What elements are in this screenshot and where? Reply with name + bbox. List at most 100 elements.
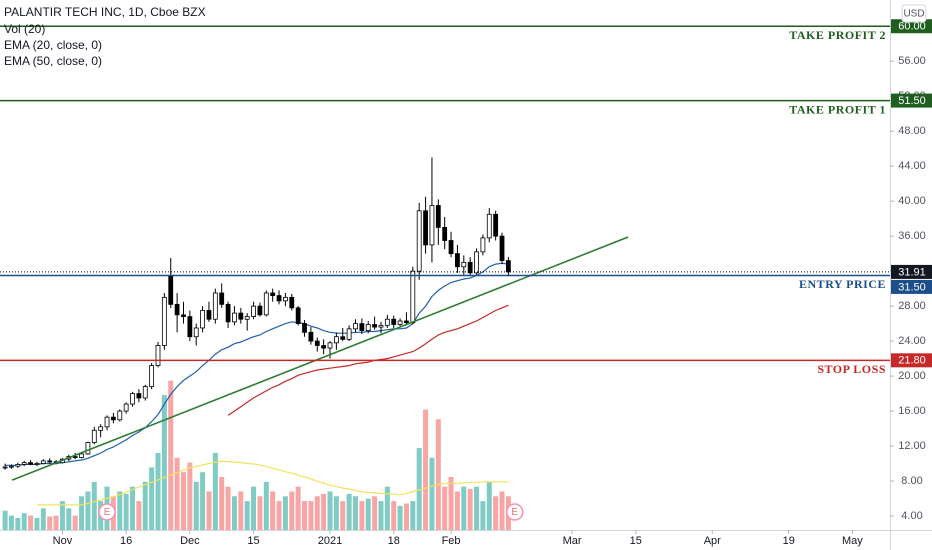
volume-bar xyxy=(34,517,40,530)
last-price-box xyxy=(891,264,932,279)
level-label: TAKE PROFIT 2 xyxy=(789,28,886,42)
candle-body xyxy=(493,213,499,237)
volume-bar xyxy=(66,508,72,530)
x-tick-label: 19 xyxy=(783,535,795,547)
level-label: ENTRY PRICE xyxy=(799,277,886,291)
candle-body xyxy=(149,365,155,387)
candle-body xyxy=(270,292,276,297)
candle-body xyxy=(448,240,454,255)
earnings-marker[interactable] xyxy=(506,503,524,521)
currency-button[interactable] xyxy=(901,4,927,23)
volume-bar xyxy=(72,515,78,530)
candle-body xyxy=(98,426,104,431)
volume-bar xyxy=(352,496,358,530)
volume-bar xyxy=(59,501,65,530)
volume-bar xyxy=(257,496,263,530)
level-price-box xyxy=(891,93,932,108)
candle-body xyxy=(486,213,492,239)
candle-body xyxy=(359,323,365,331)
volume-bar xyxy=(117,491,123,530)
volume-bar xyxy=(321,493,327,530)
candle-body xyxy=(244,316,250,320)
candle-body xyxy=(181,314,186,318)
volume-bar xyxy=(161,395,167,530)
indicator-line xyxy=(37,460,509,506)
volume-bar xyxy=(251,486,257,530)
volume-bar xyxy=(142,481,148,530)
candle-body xyxy=(85,442,91,455)
candle-body xyxy=(2,466,8,469)
volume-bar xyxy=(467,489,473,530)
x-tick-label: Dec xyxy=(180,535,200,547)
candle-body xyxy=(257,305,263,316)
candle-body xyxy=(232,312,237,323)
candle-body xyxy=(276,295,282,302)
volume-bar xyxy=(21,513,27,530)
volume-bar xyxy=(8,515,14,530)
level-price-box-label: 31.50 xyxy=(898,281,926,293)
volume-bar xyxy=(244,501,250,530)
y-tick-label: 12.00 xyxy=(898,440,926,452)
y-tick-label: 44.00 xyxy=(898,160,926,172)
candle-body xyxy=(378,324,384,328)
volume-bar xyxy=(155,452,161,530)
x-tick-label: Nov xyxy=(53,535,73,547)
volume-bar xyxy=(193,481,199,530)
y-tick-label: 8.00 xyxy=(901,475,922,487)
candle-body xyxy=(480,237,486,253)
level-label: STOP LOSS xyxy=(817,362,886,376)
volume-bar xyxy=(219,477,225,530)
candle-body xyxy=(346,328,352,340)
volume-bar xyxy=(263,481,269,530)
legend-entry: EMA (20, close, 0) xyxy=(4,38,102,52)
volume-bar xyxy=(480,501,486,530)
level-price-box xyxy=(891,353,932,368)
candle-body xyxy=(72,456,78,458)
volume-bar xyxy=(314,496,320,530)
candle-body xyxy=(372,324,378,328)
candle-body xyxy=(474,251,479,274)
volume-bar xyxy=(53,515,59,530)
candle-body xyxy=(308,331,314,342)
candle-body xyxy=(455,253,460,268)
volume-bar xyxy=(308,501,314,530)
candle-body xyxy=(136,393,142,399)
volume-bar xyxy=(123,493,129,530)
volume-bar xyxy=(15,517,21,530)
candle-body xyxy=(212,292,218,320)
candle-body xyxy=(340,336,346,340)
volume-bar xyxy=(28,515,34,530)
candle-body xyxy=(219,292,225,305)
indicator-line xyxy=(5,262,509,466)
x-tick-label: Mar xyxy=(563,535,582,547)
x-tick-label: Apr xyxy=(704,535,721,547)
earnings-marker[interactable] xyxy=(98,503,116,521)
volume-bar xyxy=(40,508,46,530)
volume-bar xyxy=(403,503,409,530)
y-tick-label: 24.00 xyxy=(898,335,926,347)
candle-body xyxy=(461,261,467,268)
candle-body xyxy=(416,210,422,272)
candle-body xyxy=(40,460,46,464)
volume-bar xyxy=(289,491,295,530)
x-tick-label: 15 xyxy=(247,535,259,547)
volume-bar xyxy=(238,491,244,530)
candle-body xyxy=(34,463,40,465)
candle-body xyxy=(15,464,21,467)
candle-body xyxy=(155,345,161,366)
level-price-box-label: 60.00 xyxy=(898,21,926,33)
volume-bar xyxy=(397,505,403,530)
volume-bar xyxy=(346,493,352,530)
candle-body xyxy=(161,296,167,346)
candle-body xyxy=(21,462,27,465)
candle-body xyxy=(410,270,416,324)
x-tick-label: 16 xyxy=(120,535,132,547)
y-tick-label: 16.00 xyxy=(898,405,926,417)
volume-bar xyxy=(493,496,499,530)
y-tick-label: 56.00 xyxy=(898,55,926,67)
candle-body xyxy=(193,327,199,338)
candle-body xyxy=(289,296,295,309)
candle-body xyxy=(384,318,390,326)
candle-body xyxy=(423,210,428,246)
